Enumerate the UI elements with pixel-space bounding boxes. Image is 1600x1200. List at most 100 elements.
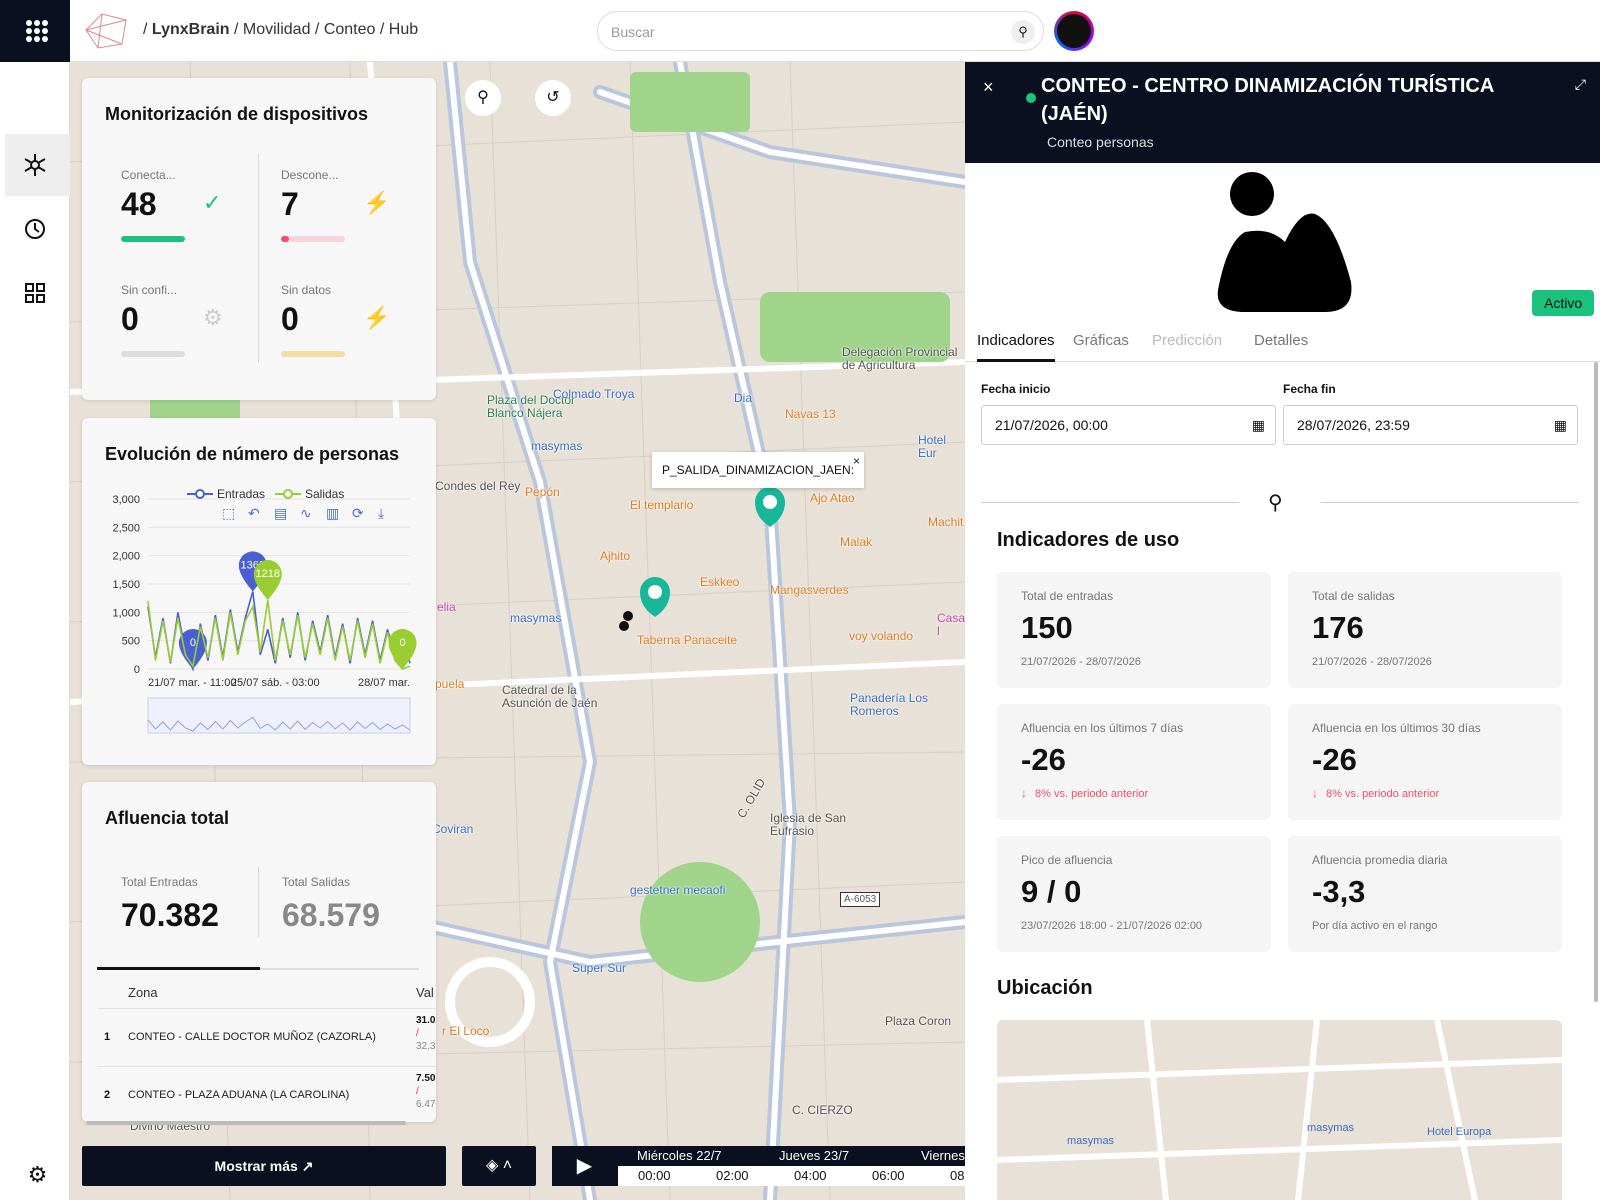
minimap[interactable]: masymas masymas Hotel Europa — [997, 1020, 1562, 1200]
indicator-card: Afluencia en los últimos 30 días -26 8% vs… — [1288, 704, 1562, 820]
avatar[interactable] — [1054, 11, 1094, 51]
filter-button[interactable]: ⚲ — [465, 80, 501, 116]
indicator-note: 21/07/2026 - 28/07/2026 — [1021, 656, 1141, 668]
timeline-hour[interactable]: 00:00 — [638, 1168, 671, 1183]
timeline-hour[interactable]: 06:00 — [872, 1168, 905, 1183]
timeline-hour[interactable]: 08 — [950, 1168, 965, 1183]
mark-pin[interactable] — [253, 559, 282, 600]
x-tick-label: 28/07 mar. — [358, 677, 410, 689]
show-more-button[interactable]: Mostrar más ↗ — [82, 1146, 446, 1186]
popup-close[interactable]: × — [853, 454, 861, 468]
indicator-note: 8% vs. periodo anterior — [1035, 788, 1149, 800]
toolbox-icon[interactable]: ⬚ — [222, 505, 235, 521]
play-button[interactable]: ▶ — [576, 1155, 593, 1177]
trend-icon: ↓ — [1021, 786, 1027, 800]
toolbox-icon[interactable]: ▤ — [274, 505, 287, 521]
toolbox-icon[interactable]: ⤓ — [378, 505, 384, 521]
table-header: Val — [416, 985, 434, 1000]
stat-icon: ⚡ — [363, 190, 391, 215]
indicator-card: Afluencia en los últimos 7 días -26 8% vs.… — [997, 704, 1271, 820]
indicator-card: Afluencia promedia diaria -3,3 Por día act… — [1288, 836, 1562, 952]
map-label: Taberna Panaceite — [637, 633, 738, 647]
indicator-label: Afluencia en los últimos 7 días — [1021, 721, 1184, 735]
detail-panel: × CONTEO - CENTRO DINAMIZACIÓN TURÍSTICA… — [965, 62, 1600, 1200]
tab[interactable]: Gráficas — [1073, 332, 1129, 349]
tab[interactable]: Indicadores — [977, 332, 1055, 349]
map-label: Plaza Coron — [885, 1014, 952, 1028]
map-label: puela — [435, 677, 465, 691]
card-title: Monitorización de dispositivos — [105, 104, 369, 124]
map-pin[interactable] — [640, 577, 670, 617]
crumb[interactable]: LynxBrain — [151, 21, 230, 38]
mark-pin[interactable] — [388, 629, 417, 669]
stat-bar — [121, 351, 185, 357]
map-label: Machit — [928, 515, 964, 529]
legend-marker — [283, 489, 293, 499]
devices-card: Monitorización de dispositivos Conecta..… — [82, 78, 436, 400]
row-value: 32.3 — [416, 1041, 436, 1052]
indicator-card: Total de entradas 150 21/07/2026 - 28/07/2… — [997, 572, 1271, 688]
legend-label[interactable]: Salidas — [305, 487, 344, 501]
search-box[interactable]: Buscar ⚲ — [597, 11, 1044, 51]
y-tick-label: 1,500 — [112, 579, 140, 591]
indicator-card: Total de salidas 176 21/07/2026 - 28/07/20… — [1288, 572, 1562, 688]
map-popup[interactable]: P_SALIDA_DINAMIZACION_JAEN: × — [652, 452, 865, 488]
toolbox-icon[interactable]: ↶ — [248, 505, 260, 521]
detail-header: × CONTEO - CENTRO DINAMIZACIÓN TURÍSTICA… — [965, 62, 1600, 163]
y-tick-label: 0 — [134, 664, 140, 676]
date-start-input[interactable]: 21/07/2026, 00:00 ▦ — [981, 405, 1276, 445]
settings-button[interactable]: ⚙ — [27, 1162, 48, 1187]
row-zone: CONTEO - PLAZA ADUANA (LA CAROLINA) — [128, 1089, 350, 1101]
toolbox-icon[interactable]: ∿ — [300, 505, 312, 521]
status-badge: Activo — [1532, 290, 1595, 316]
tab[interactable]: Detalles — [1254, 332, 1309, 349]
zoom-slider[interactable] — [147, 697, 411, 734]
indicator-value: 150 — [1021, 610, 1073, 645]
tab[interactable]: Predicción — [1152, 332, 1223, 349]
row-value: 31.0 — [416, 1015, 436, 1026]
toolbox-icon[interactable]: ▥ — [326, 505, 339, 521]
nav-devices[interactable] — [5, 134, 70, 196]
map-label: Ajhito — [600, 549, 631, 563]
timeline[interactable]: ▶ Miércoles 22/7 Jueves 23/7 Viernes 2 00:0… — [552, 1146, 976, 1186]
map-label: Colmado Troya — [553, 387, 635, 401]
mark-pin[interactable] — [178, 629, 207, 669]
toolbox-icon[interactable]: ⟳ — [352, 505, 364, 521]
close-button[interactable]: × — [983, 77, 994, 97]
stat-value: 0 — [121, 301, 139, 337]
status-dot — [1026, 93, 1036, 103]
nav-dashboard[interactable] — [5, 262, 70, 324]
search-icon[interactable]: ⚲ — [1011, 20, 1035, 44]
crumb[interactable]: Conteo — [323, 21, 376, 38]
timeline-hour[interactable]: 04:00 — [794, 1168, 827, 1183]
expand-button[interactable]: ⤢ — [1574, 76, 1586, 92]
stat-icon: ⚡ — [363, 305, 391, 330]
search-button[interactable]: ⚲ — [1268, 492, 1283, 514]
stat-label: Total Salidas — [282, 875, 351, 889]
map-label: masymas — [531, 439, 583, 453]
indicator-label: Total de salidas — [1312, 589, 1395, 603]
date-end-input[interactable]: 28/07/2026, 23:59 ▦ — [1283, 405, 1578, 445]
legend-label[interactable]: Entradas — [217, 487, 265, 501]
indicator-note: 23/07/2026 18:00 - 21/07/2026 02:00 — [1021, 920, 1203, 932]
button-label: Mostrar más — [214, 1158, 298, 1174]
x-tick-label: 25/07 sáb. - 03:00 — [231, 677, 320, 689]
crumb[interactable]: Hub — [388, 21, 419, 38]
card-title: Afluencia total — [105, 808, 230, 828]
stat-value: 48 — [121, 186, 157, 222]
map-pin[interactable] — [755, 487, 785, 527]
map-label: Navas 13 — [785, 407, 836, 421]
timeline-hour[interactable]: 02:00 — [716, 1168, 749, 1183]
y-tick-label: 2,500 — [112, 522, 140, 534]
history-button[interactable]: ↺ — [535, 80, 571, 116]
line-chart[interactable]: 0 500 1,000 1,500 2,000 2,500 3,000 21/07 mar. … — [82, 418, 436, 765]
zoom-preview — [147, 716, 411, 732]
apps-button[interactable] — [0, 0, 70, 62]
crumb[interactable]: Movilidad — [242, 21, 311, 38]
timeline-day: Jueves 23/7 — [779, 1148, 850, 1163]
nav-history[interactable] — [5, 198, 70, 260]
breadcrumb: / LynxBrain / Movilidad / Conteo / Hub — [143, 21, 419, 38]
trend-icon: ↓ — [1312, 786, 1318, 800]
layers-button[interactable]: ◈ ˄ — [462, 1146, 536, 1186]
